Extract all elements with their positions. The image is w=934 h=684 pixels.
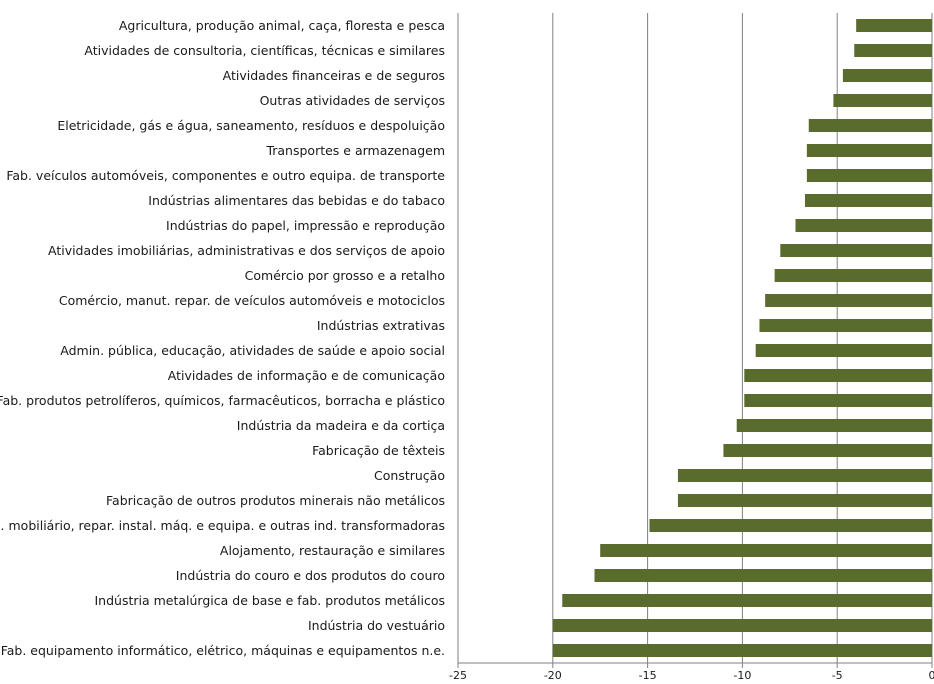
category-label: Atividades imobiliárias, administrativas… <box>48 243 445 258</box>
category-label: Fab. produtos petrolíferos, químicos, fa… <box>0 393 445 408</box>
category-label: Fab. equipamento informático, elétrico, … <box>1 643 445 658</box>
bar <box>744 369 932 382</box>
x-tick-label: -20 <box>544 669 562 682</box>
bar <box>856 19 932 32</box>
x-tick-label: -10 <box>733 669 751 682</box>
category-label: Comércio, manut. repar. de veículos auto… <box>59 293 445 308</box>
bar <box>755 344 932 357</box>
category-label: Eletricidade, gás e água, saneamento, re… <box>57 118 445 133</box>
category-label: Fabricação de outros produtos minerais n… <box>106 493 445 508</box>
bar <box>723 444 932 457</box>
bar <box>677 494 932 507</box>
bar <box>552 644 932 657</box>
bar <box>765 294 932 307</box>
x-tick-label: 0 <box>929 669 934 682</box>
bar <box>774 269 932 282</box>
category-label: Indústria do couro e dos produtos do cou… <box>176 568 445 583</box>
category-label: Admin. pública, educação, atividades de … <box>60 343 445 358</box>
category-labels: Agricultura, produção animal, caça, flor… <box>0 18 445 658</box>
bar <box>744 394 932 407</box>
category-label: Atividades de consultoria, científicas, … <box>84 43 445 58</box>
category-label: Alojamento, restauração e similares <box>220 543 445 558</box>
category-label: Indústrias alimentares das bebidas e do … <box>148 193 445 208</box>
category-label: Atividades de informação e de comunicaçã… <box>168 368 445 383</box>
bar <box>649 519 932 532</box>
bar <box>804 194 932 207</box>
bar <box>562 594 932 607</box>
bar <box>594 569 932 582</box>
bar <box>736 419 932 432</box>
bar <box>833 94 932 107</box>
category-label: Comércio por grosso e a retalho <box>245 268 445 283</box>
bars <box>552 19 932 657</box>
bar <box>854 44 932 57</box>
bar <box>842 69 932 82</box>
x-axis: -25 -20 -15 -10 -5 0 <box>449 662 934 682</box>
category-label: Indústria metalúrgica de base e fab. pro… <box>94 593 445 608</box>
category-label: Construção <box>374 468 445 483</box>
bar <box>759 319 932 332</box>
x-tick-label: -5 <box>832 669 843 682</box>
category-label: Transportes e armazenagem <box>265 143 445 158</box>
bar <box>808 119 932 132</box>
category-label: Indústrias extrativas <box>317 318 445 333</box>
category-label: Agricultura, produção animal, caça, flor… <box>119 18 445 33</box>
bar <box>806 144 932 157</box>
bar <box>795 219 932 232</box>
category-label: Indústria da madeira e da cortiça <box>237 418 445 433</box>
category-label: Outras atividades de serviços <box>260 93 445 108</box>
bar <box>600 544 932 557</box>
x-tick-label: -25 <box>449 669 467 682</box>
category-label: Fabricação de têxteis <box>312 443 445 458</box>
bar <box>677 469 932 482</box>
category-label: Indústrias do papel, impressão e reprodu… <box>166 218 445 233</box>
gridlines <box>457 13 933 663</box>
bar <box>806 169 932 182</box>
x-tick-label: -15 <box>639 669 657 682</box>
category-label: Fab. mobiliário, repar. instal. máq. e e… <box>0 518 445 533</box>
bar <box>780 244 932 257</box>
category-label: Atividades financeiras e de seguros <box>223 68 445 83</box>
category-label: Fab. veículos automóveis, componentes e … <box>6 168 445 183</box>
category-label: Indústria do vestuário <box>308 618 445 633</box>
bar <box>552 619 932 632</box>
